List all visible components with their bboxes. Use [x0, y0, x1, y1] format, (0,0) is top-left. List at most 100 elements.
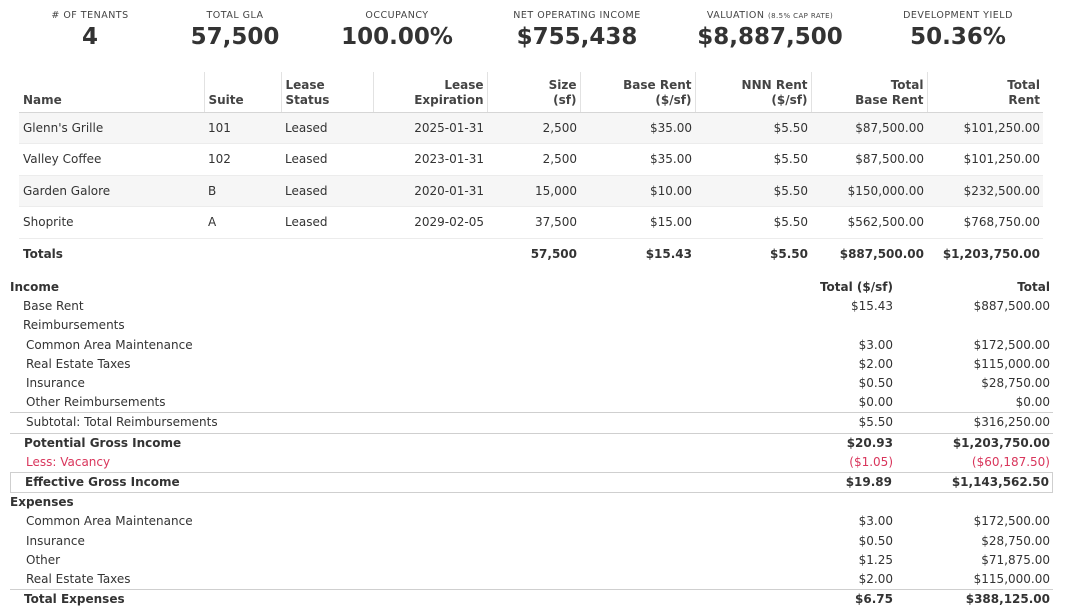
row-label: Other	[26, 553, 61, 567]
col-suite-header[interactable]: Suite	[203, 72, 281, 113]
table-row[interactable]: Valley Coffee 102 Leased 2023-01-31 2,50…	[19, 143, 1043, 176]
list-item: Other Reimbursements $0.00 $0.00	[10, 393, 1053, 412]
col-nnn-rent-header[interactable]: NNN Rent ($/sf)	[694, 72, 811, 113]
base-rent: $10.00	[580, 175, 695, 207]
header-text: Name	[23, 92, 62, 107]
col-header-total: Total	[1017, 280, 1050, 294]
total-base-rent: $87,500.00	[811, 112, 927, 144]
suite: 102	[204, 143, 281, 176]
kpi-label: Valuation (8.5% cap rate)	[680, 10, 860, 21]
base-rent: $35.00	[580, 143, 695, 176]
row-psf: $5.50	[858, 415, 893, 429]
kpi-value: $8,887,500	[697, 24, 843, 50]
size: 15,000	[487, 175, 580, 207]
row-label: Effective Gross Income	[25, 475, 180, 489]
empty-cell	[373, 238, 487, 270]
cap-rate-note: (8.5% cap rate)	[768, 12, 834, 20]
header-text: Lease	[285, 77, 325, 92]
lease-status: Leased	[281, 175, 373, 207]
vacancy-row: Less: Vacancy ($1.05) ($60,187.50)	[10, 453, 1053, 472]
header-text: NNN Rent	[741, 77, 808, 92]
header-text: Rent	[1008, 92, 1040, 107]
row-psf: $15.43	[851, 299, 893, 313]
kpi-value: 4	[81, 24, 98, 50]
header-text: Expiration	[414, 92, 484, 107]
reimbursements-header: Reimbursements	[23, 318, 125, 332]
col-base-rent-header[interactable]: Base Rent ($/sf)	[579, 72, 695, 113]
suite: 101	[204, 112, 281, 144]
row-label: Real Estate Taxes	[26, 357, 131, 371]
expenses-header: Expenses	[10, 495, 74, 509]
lease-status: Leased	[281, 143, 373, 176]
table-row[interactable]: Shoprite A Leased 2029-02-05 37,500 $15.…	[19, 206, 1043, 239]
row-total: $172,500.00	[973, 338, 1050, 352]
header-text: Size	[548, 77, 577, 92]
row-total: $28,750.00	[981, 376, 1050, 390]
total-base-rent: $87,500.00	[811, 143, 927, 176]
list-item: Insurance $0.50 $28,750.00	[10, 532, 1053, 551]
table-row[interactable]: Garden Galore B Leased 2020-01-31 15,000…	[19, 175, 1043, 207]
row-psf: $6.75	[855, 592, 893, 606]
table-row[interactable]: Glenn's Grille 101 Leased 2025-01-31 2,5…	[19, 112, 1043, 144]
base-rent: $35.00	[580, 112, 695, 144]
lease-status: Leased	[281, 206, 373, 239]
nnn-rent: $5.50	[695, 175, 811, 207]
row-psf: $3.00	[858, 514, 893, 528]
row-psf: $1.25	[858, 553, 893, 567]
row-label: Insurance	[26, 376, 85, 390]
list-item: Real Estate Taxes $2.00 $115,000.00	[10, 355, 1053, 374]
col-lease-expiration-header[interactable]: Lease Expiration	[372, 72, 487, 113]
kpi-value: 50.36%	[910, 24, 1006, 50]
nnn-rent: $5.50	[695, 143, 811, 176]
lease-expiration: 2029-02-05	[373, 206, 487, 239]
totals-base-rent: $15.43	[645, 247, 692, 262]
kpi-tenants: # of Tenants 4	[50, 10, 130, 50]
col-name-header[interactable]: Name	[19, 72, 204, 113]
totals-nnn-rent: $5.50	[770, 247, 808, 262]
row-label: Less: Vacancy	[26, 455, 111, 469]
suite: B	[204, 175, 281, 207]
list-item: Other $1.25 $71,875.00	[10, 551, 1053, 570]
list-item: Common Area Maintenance $3.00 $172,500.0…	[10, 336, 1053, 355]
total-rent: $101,250.00	[927, 143, 1043, 176]
totals-size: 57,500	[530, 247, 577, 262]
kpi-label: Total GLA	[206, 10, 264, 21]
kpi-value: 57,500	[190, 24, 280, 50]
col-size-header[interactable]: Size (sf)	[486, 72, 580, 113]
kpi-value: $755,438	[516, 24, 638, 50]
col-lease-status-header[interactable]: Lease Status	[280, 72, 373, 113]
size: 37,500	[487, 206, 580, 239]
row-total: $0.00	[1015, 395, 1050, 409]
tenant-name: Garden Galore	[19, 175, 204, 207]
row-total: $316,250.00	[973, 415, 1050, 429]
row-psf: $19.89	[845, 475, 892, 489]
row-total: $28,750.00	[981, 534, 1050, 548]
row-total: $887,500.00	[973, 299, 1050, 313]
header-text: (sf)	[553, 92, 577, 107]
row-psf: $2.00	[858, 357, 893, 371]
header-text: Lease	[444, 77, 484, 92]
row-total: $115,000.00	[973, 357, 1050, 371]
tenant-name: Shoprite	[19, 206, 204, 239]
col-total-rent-header[interactable]: Total Rent	[926, 72, 1043, 113]
subtotal-reimbursements-row: Subtotal: Total Reimbursements $5.50 $31…	[10, 412, 1053, 431]
header-text: Total	[1007, 77, 1040, 92]
total-rent: $101,250.00	[927, 112, 1043, 144]
total-rent: $232,500.00	[927, 175, 1043, 207]
kpi-label: Net Operating Income	[513, 10, 641, 21]
row-label: Other Reimbursements	[26, 395, 166, 409]
row-total: $172,500.00	[973, 514, 1050, 528]
row-psf: ($1.05)	[849, 455, 893, 469]
lease-expiration: 2020-01-31	[373, 175, 487, 207]
col-total-base-rent-header[interactable]: Total Base Rent	[810, 72, 927, 113]
total-expenses-row: Total Expenses $6.75 $388,125.00	[10, 589, 1053, 607]
row-label: Total Expenses	[24, 592, 125, 606]
header-text: Total	[890, 77, 924, 92]
lease-status: Leased	[281, 112, 373, 144]
header-text: Base Rent	[855, 92, 924, 107]
list-item: Common Area Maintenance $3.00 $172,500.0…	[10, 512, 1053, 531]
row-total: $71,875.00	[981, 553, 1050, 567]
kpi-strip: # of Tenants 4 Total GLA 57,500 Occupanc…	[0, 0, 1069, 60]
total-base-rent: $562,500.00	[811, 206, 927, 239]
kpi-value: 100.00%	[341, 24, 453, 50]
